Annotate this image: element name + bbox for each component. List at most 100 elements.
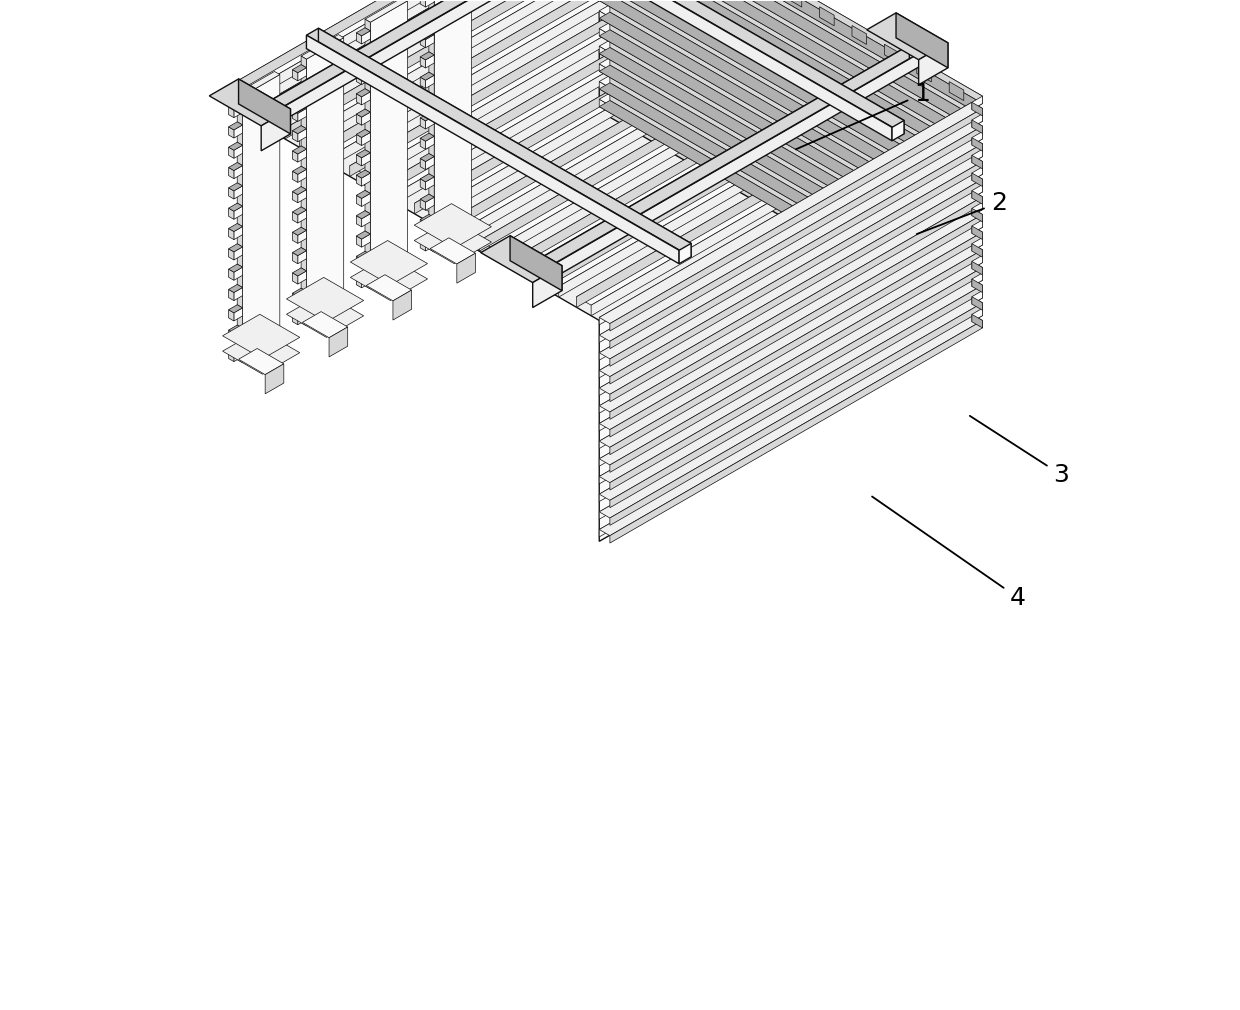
Polygon shape (301, 288, 306, 299)
Polygon shape (285, 0, 672, 136)
Polygon shape (362, 255, 371, 268)
Polygon shape (897, 13, 947, 68)
Polygon shape (599, 262, 972, 484)
Polygon shape (420, 57, 425, 68)
Polygon shape (293, 227, 306, 235)
Polygon shape (429, 113, 434, 124)
Polygon shape (787, 0, 802, 7)
Polygon shape (425, 116, 434, 129)
Polygon shape (356, 54, 362, 65)
Polygon shape (820, 7, 835, 26)
Polygon shape (228, 310, 234, 321)
Polygon shape (356, 170, 371, 178)
Polygon shape (362, 31, 371, 44)
Polygon shape (293, 288, 306, 296)
Polygon shape (972, 273, 982, 287)
Polygon shape (293, 125, 306, 133)
Polygon shape (972, 149, 982, 163)
Polygon shape (610, 285, 982, 508)
Polygon shape (243, 75, 280, 363)
Polygon shape (228, 285, 243, 293)
Polygon shape (610, 162, 982, 384)
Polygon shape (228, 243, 243, 251)
Polygon shape (365, 149, 371, 161)
Polygon shape (234, 288, 243, 301)
Polygon shape (599, 0, 982, 208)
Polygon shape (228, 290, 234, 301)
Polygon shape (293, 273, 298, 284)
Polygon shape (414, 0, 787, 214)
Polygon shape (510, 235, 562, 291)
Polygon shape (228, 168, 234, 179)
Polygon shape (293, 212, 298, 223)
Polygon shape (237, 102, 243, 113)
Polygon shape (301, 57, 306, 326)
Polygon shape (599, 0, 982, 163)
Polygon shape (237, 93, 243, 363)
Polygon shape (610, 0, 982, 192)
Polygon shape (365, 190, 371, 202)
Polygon shape (429, 52, 434, 63)
Polygon shape (329, 327, 347, 357)
Polygon shape (429, 174, 434, 185)
Polygon shape (425, 0, 434, 7)
Polygon shape (234, 206, 243, 219)
Polygon shape (972, 243, 982, 258)
Polygon shape (599, 0, 972, 326)
Polygon shape (610, 0, 982, 121)
Polygon shape (293, 105, 306, 113)
Polygon shape (599, 173, 982, 394)
Polygon shape (867, 13, 947, 60)
Polygon shape (420, 118, 425, 129)
Polygon shape (972, 102, 982, 116)
Polygon shape (972, 279, 982, 293)
Polygon shape (298, 250, 306, 264)
Polygon shape (365, 48, 371, 60)
Polygon shape (577, 82, 963, 305)
Polygon shape (599, 0, 982, 120)
Polygon shape (228, 305, 243, 313)
Polygon shape (356, 272, 371, 280)
Polygon shape (599, 208, 982, 429)
Polygon shape (286, 293, 363, 337)
Polygon shape (262, 109, 290, 150)
Polygon shape (223, 314, 300, 359)
Polygon shape (480, 25, 852, 251)
Polygon shape (599, 83, 982, 304)
Polygon shape (237, 325, 243, 336)
Polygon shape (356, 109, 371, 117)
Polygon shape (253, 0, 625, 120)
Polygon shape (219, 0, 593, 102)
Polygon shape (298, 128, 306, 141)
Polygon shape (306, 28, 691, 250)
Polygon shape (293, 308, 306, 316)
Polygon shape (365, 109, 371, 120)
Polygon shape (301, 34, 343, 60)
Polygon shape (228, 147, 234, 159)
Polygon shape (301, 65, 306, 76)
Polygon shape (610, 108, 982, 331)
Polygon shape (228, 325, 243, 333)
Polygon shape (420, 194, 434, 202)
Polygon shape (362, 153, 371, 166)
Polygon shape (397, 0, 769, 203)
Polygon shape (599, 120, 982, 341)
Polygon shape (972, 120, 982, 133)
Polygon shape (253, 0, 640, 118)
Polygon shape (420, 16, 425, 27)
Polygon shape (610, 76, 982, 298)
Polygon shape (228, 264, 243, 272)
Polygon shape (293, 207, 306, 215)
Polygon shape (599, 191, 972, 413)
Polygon shape (356, 190, 371, 198)
Polygon shape (293, 172, 298, 183)
Polygon shape (591, 90, 963, 316)
Polygon shape (599, 28, 972, 251)
Polygon shape (599, 76, 982, 297)
Polygon shape (680, 243, 691, 264)
Polygon shape (425, 75, 434, 88)
Polygon shape (430, 237, 475, 264)
Polygon shape (599, 226, 982, 447)
Polygon shape (610, 5, 982, 227)
Polygon shape (293, 268, 306, 276)
